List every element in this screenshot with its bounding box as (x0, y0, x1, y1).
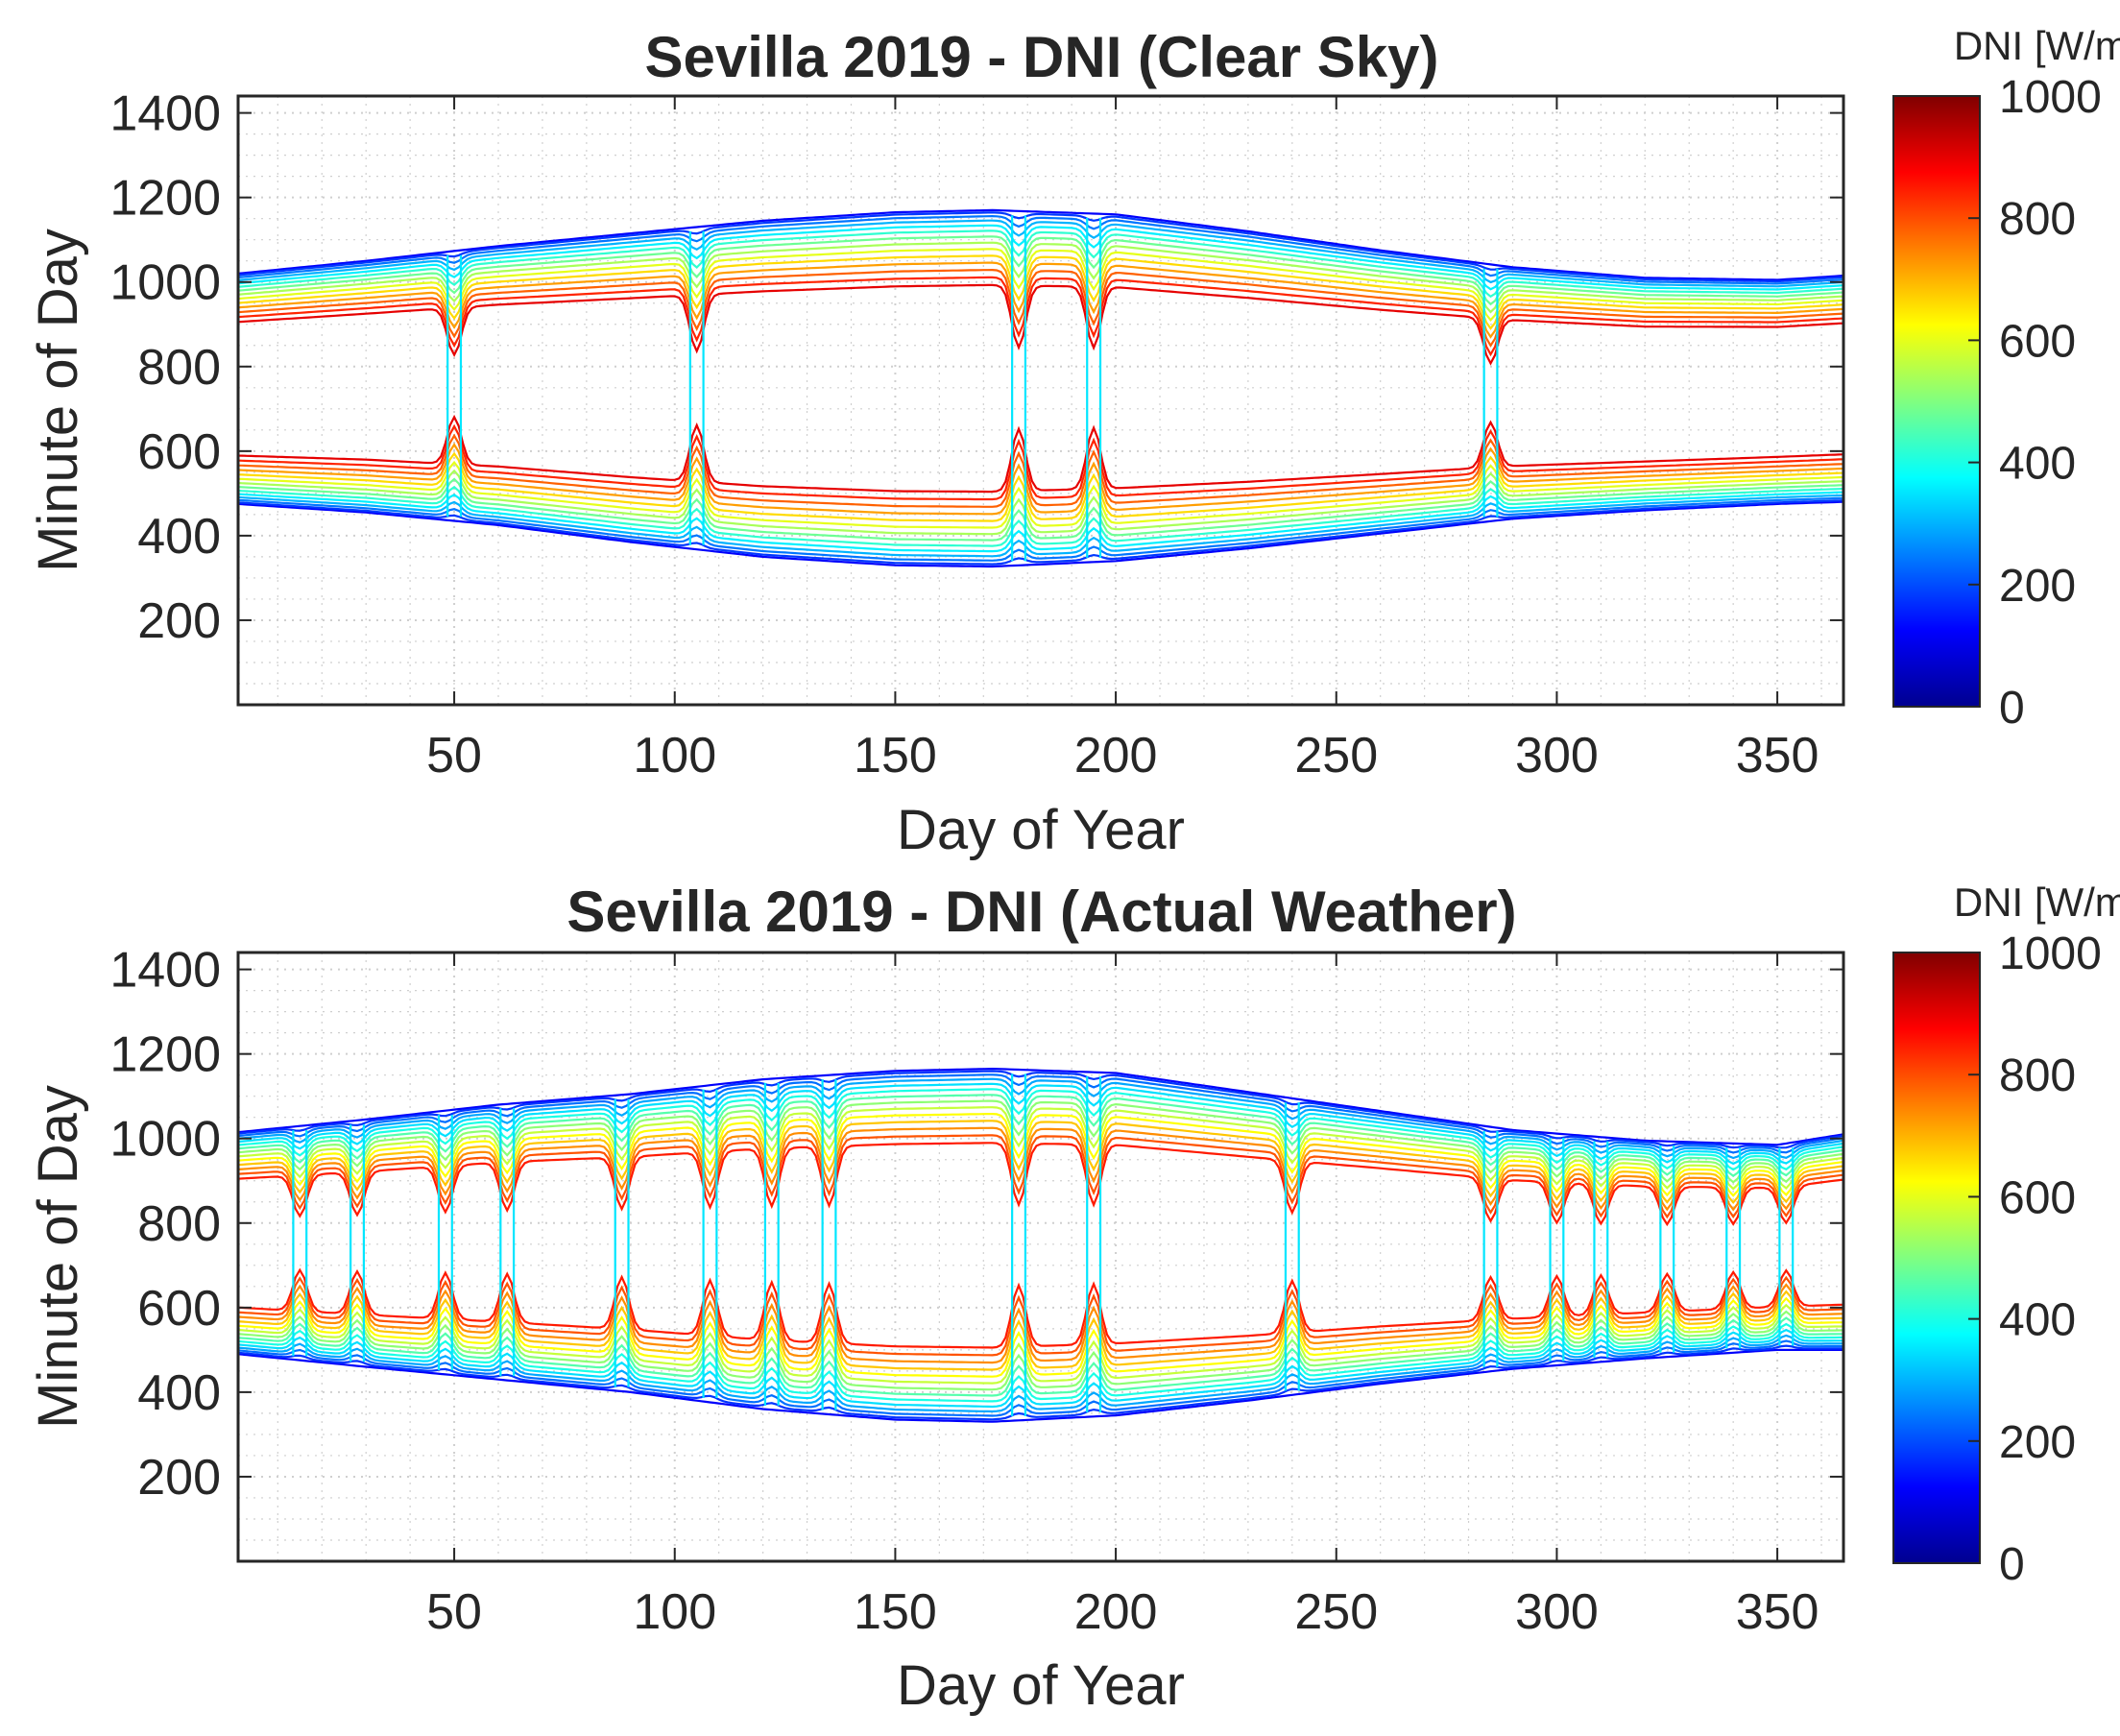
x-axis-label: Day of Year (897, 799, 1185, 861)
x-tick-label: 200 (1074, 728, 1158, 784)
y-tick-label: 400 (137, 509, 221, 565)
contour-level (236, 1094, 1845, 1397)
x-tick-label: 150 (854, 728, 937, 784)
plot-frame (236, 951, 1845, 1563)
colorbar-tick-label: 1000 (1999, 72, 2102, 123)
y-axis-label: Minute of Day (27, 229, 89, 572)
chart-panel-actual-weather: Sevilla 2019 - DNI (Actual Weather) 50 10… (27, 874, 2120, 1717)
y-tick-label: 200 (137, 1450, 221, 1506)
y-tick-label: 1000 (109, 255, 221, 311)
colorbar-tick-label: 800 (1999, 1050, 2076, 1101)
x-tick-label: 350 (1736, 1584, 1819, 1640)
colorbar-tick-label: 400 (1999, 1295, 2076, 1346)
contour-level (236, 248, 1845, 529)
grid (238, 952, 1843, 1561)
x-tick-label: 300 (1515, 1584, 1599, 1640)
contour-lines (236, 1067, 1845, 1423)
colorbar-tick-label: 800 (1999, 194, 2076, 245)
chart-title: Sevilla 2019 - DNI (Actual Weather) (566, 880, 1516, 944)
colorbar-tick-label: 0 (1999, 683, 2025, 734)
colorbar (1892, 95, 1981, 708)
y-tick-label: 1400 (109, 943, 221, 999)
colorbar-ticks: 0 200 400 600 800 1000 (1968, 72, 2102, 734)
x-tick-label: 50 (426, 728, 482, 784)
plot-frame (236, 94, 1845, 707)
grid (238, 96, 1843, 705)
colorbar-ticks: 0 200 400 600 800 1000 (1968, 928, 2102, 1590)
x-tick-label: 200 (1074, 1584, 1158, 1640)
contour-level (236, 1142, 1845, 1349)
chart-title: Sevilla 2019 - DNI (Clear Sky) (644, 25, 1438, 89)
y-tick-label: 400 (137, 1365, 221, 1421)
y-tick-label: 1000 (109, 1112, 221, 1168)
colorbar-title: DNI [W/m2] (1954, 874, 2120, 925)
x-tick-label: 300 (1515, 728, 1599, 784)
y-tick-label: 800 (137, 1196, 221, 1252)
colorbar-tick-label: 0 (1999, 1539, 2025, 1590)
y-tick-label: 1400 (109, 86, 221, 142)
y-tick-label: 600 (137, 424, 221, 480)
y-tick-label: 200 (137, 593, 221, 649)
colorbar-tick-label: 200 (1999, 561, 2076, 612)
y-axis-label: Minute of Day (27, 1085, 89, 1429)
colorbar-tick-label: 200 (1999, 1417, 2076, 1468)
x-axis-ticks: 50 100 150 200 250 300 350 (426, 96, 1819, 784)
y-tick-label: 1200 (109, 171, 221, 227)
y-tick-label: 800 (137, 340, 221, 396)
x-tick-label: 100 (633, 1584, 716, 1640)
contour-lines (236, 208, 1845, 568)
x-axis-label: Day of Year (897, 1654, 1185, 1717)
x-tick-label: 50 (426, 1584, 482, 1640)
x-tick-label: 150 (854, 1584, 937, 1640)
x-tick-label: 250 (1294, 728, 1378, 784)
y-tick-label: 1200 (109, 1027, 221, 1083)
y-axis-ticks: 200 400 600 800 1000 1200 1400 (109, 86, 1843, 649)
colorbar-tick-label: 600 (1999, 316, 2076, 367)
colorbar-tick-label: 600 (1999, 1172, 2076, 1223)
colorbar-tick-label: 1000 (1999, 928, 2102, 979)
contour-level (236, 283, 1845, 494)
colorbar (1892, 952, 1981, 1564)
colorbar-tick-label: 400 (1999, 439, 2076, 490)
x-axis-ticks: 50 100 150 200 250 300 350 (426, 952, 1819, 1640)
y-tick-label: 600 (137, 1281, 221, 1337)
x-tick-label: 250 (1294, 1584, 1378, 1640)
colorbar-title: DNI [W/m2] (1954, 17, 2120, 68)
x-tick-label: 350 (1736, 728, 1819, 784)
x-tick-label: 100 (633, 728, 716, 784)
y-axis-ticks: 200 400 600 800 1000 1200 1400 (109, 943, 1843, 1506)
chart-panel-clear-sky: Sevilla 2019 - DNI (Clear Sky) 50 100 150 2… (27, 17, 2120, 861)
